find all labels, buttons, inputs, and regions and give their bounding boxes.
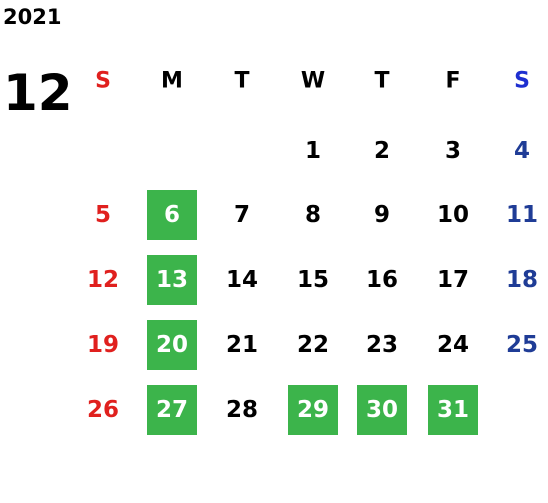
day: 23 <box>366 332 398 358</box>
day: 27 <box>156 397 188 423</box>
weekday-header: W <box>301 69 325 94</box>
day: 21 <box>226 332 258 358</box>
day: 26 <box>87 397 119 423</box>
day: 5 <box>95 202 111 228</box>
day: 29 <box>297 397 329 423</box>
day: 13 <box>156 267 188 293</box>
day: 19 <box>87 332 119 358</box>
year: 2021 <box>3 5 61 29</box>
weekday-header: S <box>514 69 530 94</box>
weekday-header: S <box>95 69 111 94</box>
day-highlight <box>288 385 338 435</box>
weekday-header: F <box>445 69 460 94</box>
weekday-header: T <box>374 69 389 94</box>
month: 12 <box>3 64 73 122</box>
day-highlight <box>147 320 197 370</box>
day: 12 <box>87 267 119 293</box>
day: 17 <box>437 267 469 293</box>
day: 7 <box>234 202 250 228</box>
day: 24 <box>437 332 469 358</box>
day: 18 <box>506 267 538 293</box>
day: 10 <box>437 202 469 228</box>
day: 16 <box>366 267 398 293</box>
day-highlight <box>147 255 197 305</box>
weekday-header: M <box>161 69 183 94</box>
day: 20 <box>156 332 188 358</box>
day: 31 <box>437 397 469 423</box>
day-highlight <box>357 385 407 435</box>
day-highlight <box>147 385 197 435</box>
day: 9 <box>374 202 390 228</box>
day: 2 <box>374 138 390 164</box>
day-highlight <box>428 385 478 435</box>
day: 25 <box>506 332 538 358</box>
day: 30 <box>366 397 398 423</box>
day: 6 <box>164 202 180 228</box>
day: 22 <box>297 332 329 358</box>
day: 4 <box>514 138 530 164</box>
day: 14 <box>226 267 258 293</box>
day: 28 <box>226 397 258 423</box>
day-highlight <box>147 190 197 240</box>
day: 1 <box>305 138 321 164</box>
day: 3 <box>445 138 461 164</box>
day: 15 <box>297 267 329 293</box>
day: 11 <box>506 202 538 228</box>
weekday-header: T <box>234 69 249 94</box>
day: 8 <box>305 202 321 228</box>
